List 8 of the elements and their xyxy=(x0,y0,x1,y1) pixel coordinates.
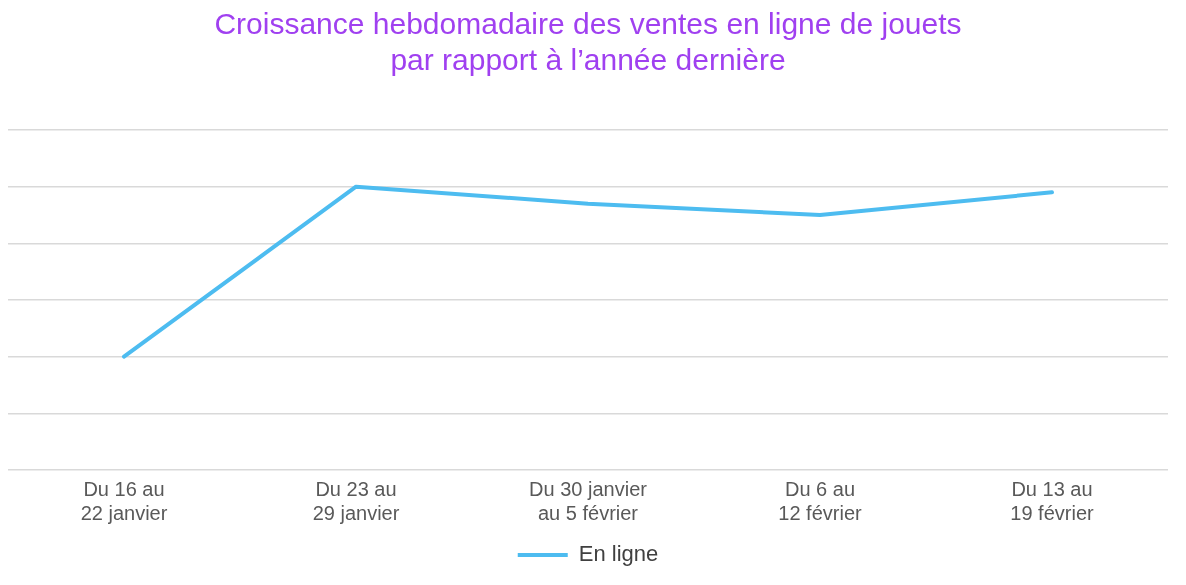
x-tick-label: Du 16 au 22 janvier xyxy=(80,477,168,524)
x-tick-label: Du 30 janvier au 5 février xyxy=(529,477,648,524)
x-tick-label: Du 23 au 29 janvier xyxy=(312,477,400,524)
text: Croissance hebdomadaire des ventes en ligne de jouets xyxy=(214,7,962,41)
x-tick-label: Du 13 au 19 février xyxy=(1010,477,1095,524)
text: par rapport à l’année dernière xyxy=(390,43,786,77)
x-tick-label: Du 6 au 12 février xyxy=(778,477,863,524)
legend-label: En ligne xyxy=(578,541,659,567)
